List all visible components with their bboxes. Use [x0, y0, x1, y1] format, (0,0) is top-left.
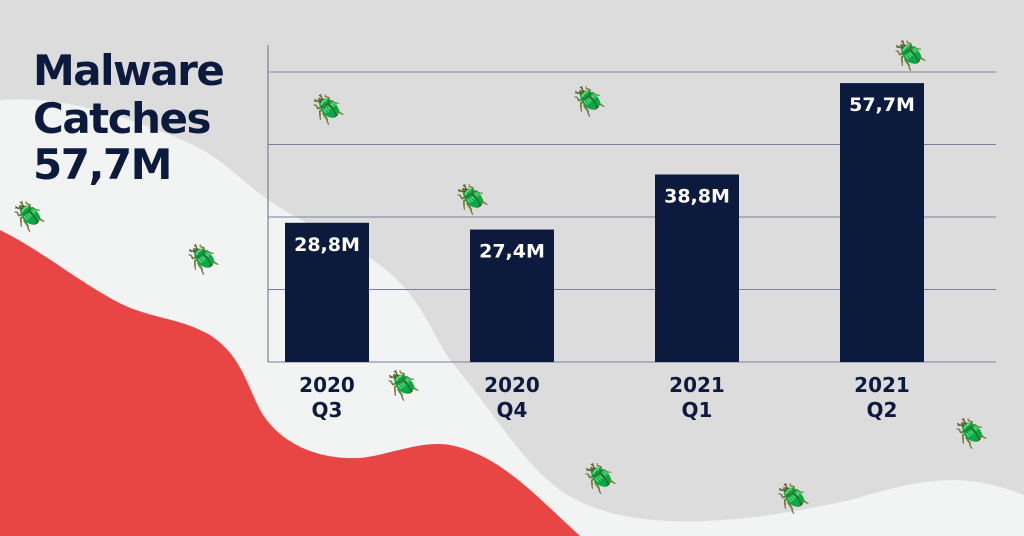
bug-icon: 🪲	[893, 39, 928, 72]
bug-icon: 🪲	[386, 369, 421, 402]
bar-value-label: 27,4M	[479, 241, 545, 263]
bar	[285, 222, 369, 362]
bar-value-label: 38,8M	[664, 185, 730, 207]
bug-icon: 🪲	[455, 183, 490, 216]
x-tick-label-year: 2021	[669, 373, 725, 397]
red-wave	[0, 230, 580, 536]
bug-icon: 🪲	[572, 85, 607, 118]
bug-icon: 🪲	[954, 417, 989, 450]
bar	[655, 174, 739, 362]
bar-value-label: 57,7M	[849, 94, 915, 116]
x-tick-label-quarter: Q1	[682, 398, 713, 422]
x-tick-label-quarter: Q3	[312, 398, 343, 422]
x-tick-label-year: 2020	[484, 373, 540, 397]
x-tick-label-year: 2021	[854, 373, 910, 397]
x-tick-label-quarter: Q4	[497, 398, 528, 422]
x-tick-label-quarter: Q2	[867, 398, 898, 422]
bar	[840, 83, 924, 362]
bug-icon: 🪲	[776, 482, 811, 515]
title-line-1: Malware	[33, 46, 225, 95]
bug-icon: 🪲	[583, 462, 618, 495]
bar-value-label: 28,8M	[294, 234, 360, 256]
bug-icon: 🪲	[12, 200, 47, 233]
bug-icon: 🪲	[186, 243, 221, 276]
title-line-3: 57,7M	[33, 140, 172, 189]
bug-icon: 🪲	[311, 93, 346, 126]
bar	[470, 229, 554, 362]
title-line-2: Catches	[33, 94, 212, 143]
x-tick-label-year: 2020	[299, 373, 355, 397]
